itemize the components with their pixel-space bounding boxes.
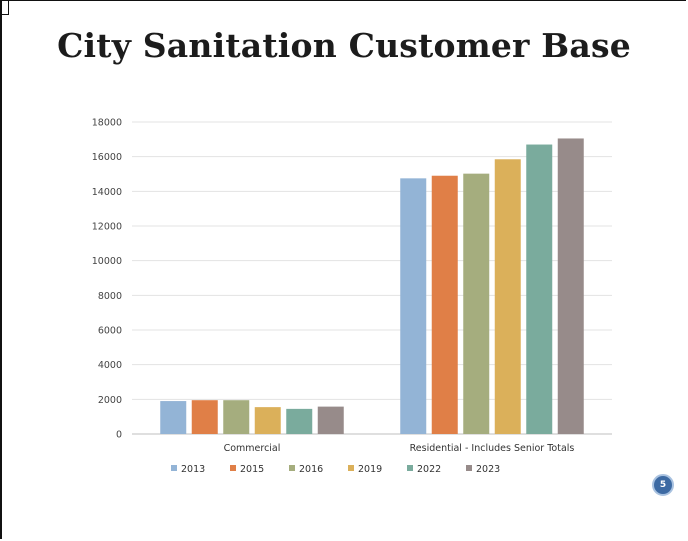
bar-2022-residential <box>526 144 553 435</box>
y-tick-label: 12000 <box>92 222 122 233</box>
bar-2013-commercial <box>160 401 187 434</box>
y-tick-label: 2000 <box>98 395 122 406</box>
y-tick-label: 16000 <box>92 152 122 163</box>
legend-label: 2016 <box>299 464 323 475</box>
y-tick-label: 6000 <box>98 326 122 337</box>
slide-title: City Sanitation Customer Base <box>57 26 631 65</box>
legend-swatch-2019 <box>348 465 354 471</box>
legend-label: 2022 <box>417 464 441 475</box>
bar-2016-residential <box>463 173 490 435</box>
bar-2013-residential <box>400 178 427 434</box>
corner-mark <box>0 0 9 15</box>
x-category-label: Commercial <box>224 443 281 454</box>
bar-2016-commercial <box>223 400 250 434</box>
y-tick-label: 4000 <box>98 360 122 371</box>
bar-2019-commercial <box>254 407 281 434</box>
y-tick-label: 14000 <box>92 187 122 198</box>
legend-label: 2019 <box>358 464 382 475</box>
y-tick-label: 8000 <box>98 291 122 302</box>
y-tick-label: 18000 <box>92 118 122 129</box>
bar-2022-commercial <box>286 408 313 434</box>
legend-label: 2023 <box>476 464 500 475</box>
page-number-badge[interactable]: 5 <box>652 474 674 496</box>
legend-label: 2015 <box>240 464 264 475</box>
y-tick-label: 10000 <box>92 256 122 267</box>
bar-2023-commercial <box>317 406 344 434</box>
legend-swatch-2013 <box>171 465 177 471</box>
legend-swatch-2015 <box>230 465 236 471</box>
bar-2015-residential <box>431 175 458 434</box>
legend-swatch-2016 <box>289 465 295 471</box>
bar-2019-residential <box>494 159 521 434</box>
bar-2023-residential <box>557 138 584 434</box>
legend-swatch-2023 <box>466 465 472 471</box>
legend-swatch-2022 <box>407 465 413 471</box>
legend-label: 2013 <box>181 464 205 475</box>
y-tick-label: 0 <box>116 430 122 441</box>
bar-2015-commercial <box>191 400 218 434</box>
x-category-label: Residential - Includes Senior Totals <box>410 443 575 454</box>
